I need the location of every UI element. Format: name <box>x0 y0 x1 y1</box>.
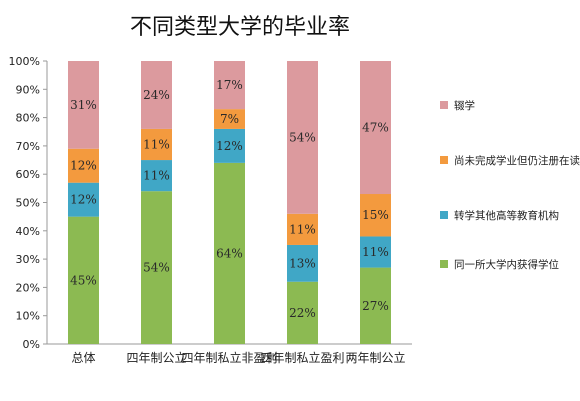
data-label: 11% <box>143 169 170 183</box>
y-tick-label: 60% <box>16 168 40 181</box>
bar-segment <box>214 162 245 344</box>
bar-segment <box>68 148 99 183</box>
y-tick-label: 30% <box>16 253 40 266</box>
data-label: 24% <box>143 88 170 102</box>
data-label: 7% <box>220 112 239 126</box>
x-tick-label: 四年制公立 <box>126 350 186 365</box>
y-tick-label: 0% <box>23 338 40 351</box>
data-label: 11% <box>289 222 316 236</box>
bar-segment <box>287 213 318 245</box>
data-label: 11% <box>143 137 170 151</box>
bar-segment <box>287 281 318 344</box>
bar-segment <box>141 160 172 192</box>
chart-title: 不同类型大学的毕业率 <box>130 15 350 40</box>
data-label: 15% <box>362 208 389 222</box>
bars <box>68 61 391 344</box>
data-label: 12% <box>70 159 97 173</box>
data-label: 45% <box>70 273 97 287</box>
data-label: 17% <box>216 78 243 92</box>
data-label: 22% <box>289 306 316 320</box>
y-tick-label: 10% <box>16 310 40 323</box>
y-tick-label: 90% <box>16 83 40 96</box>
y-tick-label: 70% <box>16 140 40 153</box>
bar-segment <box>287 61 318 214</box>
bar-segment <box>214 109 245 129</box>
legend-label: 辍学 <box>454 99 475 112</box>
data-label: 12% <box>216 139 243 153</box>
x-tick-label: 四年制私立盈利 <box>260 350 344 365</box>
data-label: 54% <box>143 261 170 275</box>
data-label: 13% <box>289 256 316 270</box>
bar-segment <box>141 61 172 129</box>
bar-segment <box>214 128 245 163</box>
legend-swatch <box>440 101 448 109</box>
data-label: 11% <box>362 245 389 259</box>
data-label: 12% <box>70 193 97 207</box>
y-axis: 0% 10% 20% 30% 40% 50% 60% 70% 80% 90% 100% <box>9 55 412 351</box>
data-label: 64% <box>216 246 243 260</box>
bar-segment <box>68 61 99 149</box>
y-tick-label: 80% <box>16 112 40 125</box>
legend-label: 尚未完成学业但仍注册在读 <box>454 154 580 167</box>
bar-segment <box>360 194 391 237</box>
bar-segment <box>360 267 391 344</box>
bar-segment <box>68 216 99 344</box>
bar-segment <box>360 236 391 268</box>
y-tick-label: 40% <box>16 225 40 238</box>
data-labels: 45% 12% 12% 31% 54% 11% 11% 24% 64% 12% 7% 17% 22% 13… <box>70 78 389 320</box>
y-tick-label: 20% <box>16 281 40 294</box>
y-tick-label: 50% <box>16 197 40 210</box>
data-label: 31% <box>70 98 97 112</box>
x-tick-label: 四年制私立非盈利 <box>181 350 277 365</box>
legend-label: 同一所大学内获得学位 <box>454 258 559 271</box>
bar-segment <box>68 182 99 217</box>
data-label: 27% <box>362 299 389 313</box>
legend-swatch <box>440 211 448 219</box>
x-tick-label: 总体 <box>71 351 95 365</box>
legend-swatch <box>440 156 448 164</box>
data-label: 47% <box>362 121 389 135</box>
y-tick-label: 100% <box>9 55 40 68</box>
data-label: 54% <box>289 130 316 144</box>
bar-segment <box>214 61 245 110</box>
legend-swatch <box>440 260 448 268</box>
x-tick-label: 两年制公立 <box>345 350 405 365</box>
bar-segment <box>141 128 172 161</box>
legend-label: 转学其他高等教育机构 <box>454 209 559 222</box>
bar-segment <box>360 61 391 195</box>
bar-segment <box>141 191 172 344</box>
bar-segment <box>287 244 318 282</box>
